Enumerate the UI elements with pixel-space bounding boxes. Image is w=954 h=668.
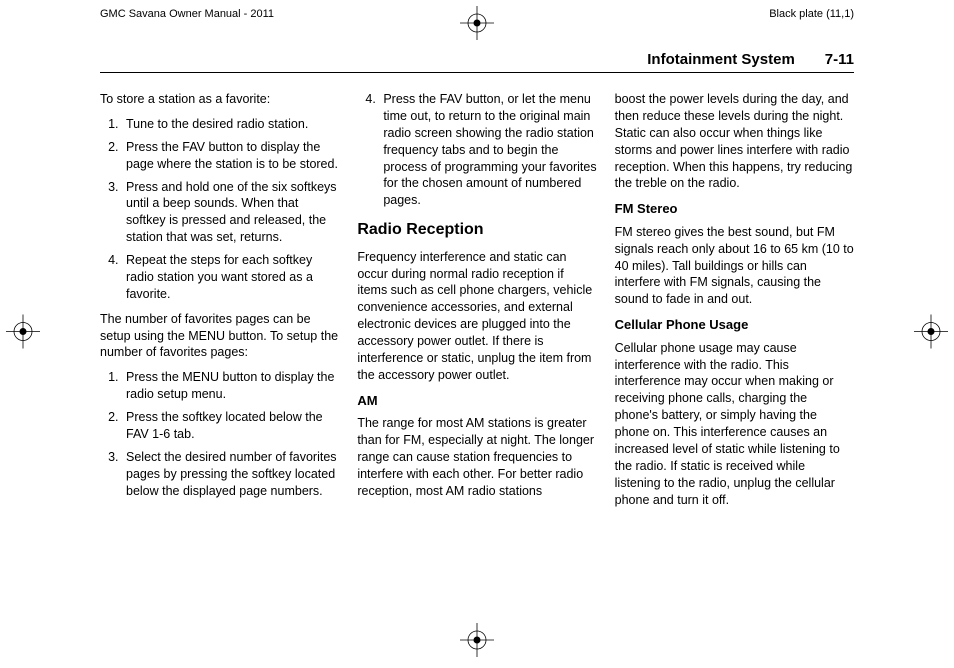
page-number: 7-11 xyxy=(825,51,854,68)
body-text: boost the power levels during the day, a… xyxy=(615,91,854,192)
heading-fm-stereo: FM Stereo xyxy=(615,200,854,218)
heading-am: AM xyxy=(357,392,596,410)
ordered-list: Press the FAV button, or let the menu ti… xyxy=(357,91,596,209)
registration-mark-icon xyxy=(460,623,494,662)
body-columns: To store a station as a favorite: Tune t… xyxy=(100,91,854,516)
ordered-list: Tune to the desired radio station. Press… xyxy=(100,116,339,303)
body-text: To store a station as a favorite: xyxy=(100,91,339,108)
column-2: Press the FAV button, or let the menu ti… xyxy=(357,91,596,516)
body-text: FM stereo gives the best sound, but FM s… xyxy=(615,224,854,308)
registration-mark-icon xyxy=(914,315,948,354)
list-item: Press the FAV button to display the page… xyxy=(122,139,339,173)
list-item: Press and hold one of the six softkeys u… xyxy=(122,179,339,247)
list-item: Press the MENU button to display the rad… xyxy=(122,369,339,403)
section-title: Infotainment System xyxy=(647,51,795,68)
list-item: Tune to the desired radio station. xyxy=(122,116,339,133)
section-header: Infotainment System 7-11 xyxy=(100,45,854,73)
column-1: To store a station as a favorite: Tune t… xyxy=(100,91,339,516)
list-item: Press the FAV button, or let the menu ti… xyxy=(379,91,596,209)
content-frame: Infotainment System 7-11 To store a stat… xyxy=(100,66,854,516)
column-3: boost the power levels during the day, a… xyxy=(615,91,854,516)
heading-cellular: Cellular Phone Usage xyxy=(615,316,854,334)
ordered-list: Press the MENU button to display the rad… xyxy=(100,369,339,499)
body-text: Cellular phone usage may cause interfere… xyxy=(615,340,854,509)
body-text: The range for most AM stations is greate… xyxy=(357,415,596,499)
list-item: Press the softkey located below the FAV … xyxy=(122,409,339,443)
body-text: Frequency interference and static can oc… xyxy=(357,249,596,384)
list-item: Repeat the steps for each softkey radio … xyxy=(122,252,339,303)
registration-mark-icon xyxy=(6,315,40,354)
heading-radio-reception: Radio Reception xyxy=(357,219,596,241)
registration-mark-icon xyxy=(460,6,494,45)
body-text: The number of favorites pages can be set… xyxy=(100,311,339,362)
plate-info: Black plate (11,1) xyxy=(769,8,854,20)
manual-title: GMC Savana Owner Manual - 2011 xyxy=(100,8,274,20)
list-item: Select the desired number of favorites p… xyxy=(122,449,339,500)
